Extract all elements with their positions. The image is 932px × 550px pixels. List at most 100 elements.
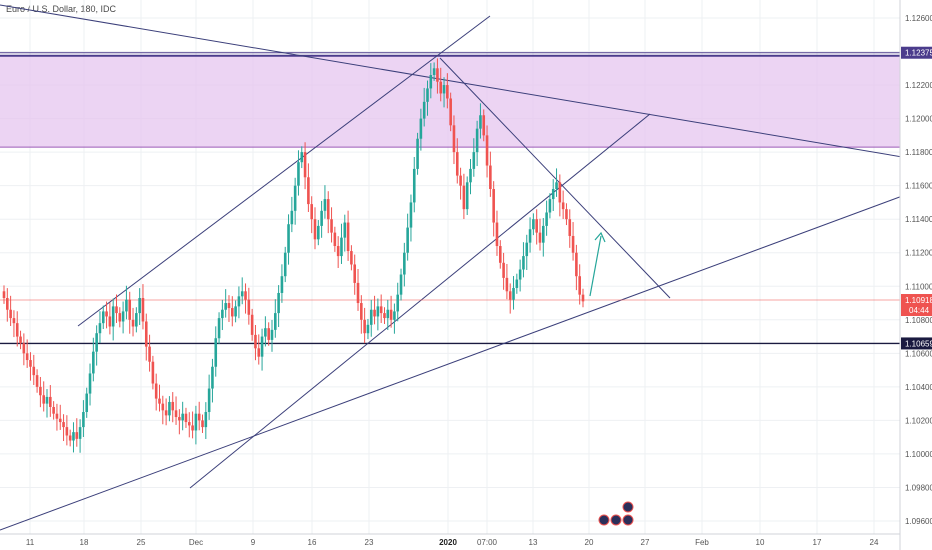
candle-body [561,202,565,210]
candle-body [267,328,270,340]
candle-body [568,219,572,236]
candle-body [300,152,304,163]
candle-body [571,235,575,253]
x-tick-label: 23 [365,538,374,547]
level-price-label: 1.12375 [905,49,932,58]
candle-body [541,225,545,243]
candle-body [35,375,39,387]
candle-body [508,291,512,300]
candle-body [525,242,529,257]
level-price-tag [901,337,932,350]
candle-body [6,298,9,310]
candle-body [360,303,363,320]
candle-body [82,412,85,428]
candle-body [310,204,313,220]
candle-body [29,360,32,367]
candle-body [55,413,59,419]
candle-body [194,413,198,431]
y-tick-label: 1.11600 [905,182,932,191]
candle-body [161,403,165,411]
candle-body [274,313,277,330]
candle-body [505,277,509,292]
candle-body [363,319,366,334]
candle-body [171,401,175,411]
candle-body [168,401,171,416]
candle-body [187,422,191,426]
candle-body [366,324,370,334]
candle-body [72,432,75,441]
candle-body [128,299,132,320]
candle-body [426,88,429,102]
arrow-annotation [589,235,602,297]
x-tick-label: 2020 [439,538,457,547]
candle-body [515,279,519,288]
candle-body [254,334,257,349]
x-tick-label: 10 [756,538,765,547]
candle-body [65,427,69,436]
candle-body [45,396,49,404]
candle-body [135,313,138,327]
candle-body [264,328,267,337]
candle-body [459,175,462,186]
candle-body [283,252,287,277]
candle-body [379,306,383,314]
candle-body [545,212,548,226]
price-axis [900,0,932,550]
candle-body [479,115,482,129]
candle-body [68,435,72,441]
candle-body [9,309,12,319]
y-tick-label: 1.10200 [905,416,932,425]
candle-body [287,224,290,253]
candle-body [469,168,472,183]
candle-body [85,393,89,413]
candle-body [19,336,22,344]
candle-body [565,209,568,220]
candle-body [578,276,581,295]
candle-body [538,232,542,243]
candle-body [373,309,376,317]
trend-line [189,113,651,489]
candle-body [462,185,466,210]
level-price-label: 1.10659 [905,339,932,348]
candle-body [343,222,347,238]
event-marker-icon [610,514,622,526]
candle-body [432,68,436,76]
candle-body [512,287,515,300]
candle-body [429,75,433,89]
candle-body [191,425,194,431]
candle-body [489,165,492,190]
candle-body [240,291,244,297]
candle-body [393,311,396,320]
candle-body [105,311,108,317]
candle-body [422,101,426,119]
candle-body [330,219,333,233]
candle-body [230,308,234,317]
y-tick-label: 1.09600 [905,517,932,526]
candle-body [144,321,148,347]
candle-body [320,210,323,226]
candle-body [356,282,360,304]
candle-body [270,329,274,340]
candle-body [290,210,294,225]
x-tick-label: 20 [585,538,594,547]
y-tick-label: 1.11400 [905,215,932,224]
candle-body [184,413,188,423]
candle-body [581,294,585,302]
trend-line [0,184,932,531]
candle-body [52,406,55,414]
candle-body [174,410,178,418]
x-tick-label: Feb [695,538,709,547]
candle-body [250,314,254,335]
candle-body [369,309,373,325]
y-tick-label: 1.12600 [905,14,932,23]
candle-body [227,303,231,309]
candle-body [383,313,386,319]
candle-body [396,294,400,312]
candle-body [98,323,102,334]
event-marker-icon [622,501,634,513]
y-tick-label: 1.12000 [905,115,932,124]
candle-body [92,351,95,374]
candle-body [244,291,247,300]
